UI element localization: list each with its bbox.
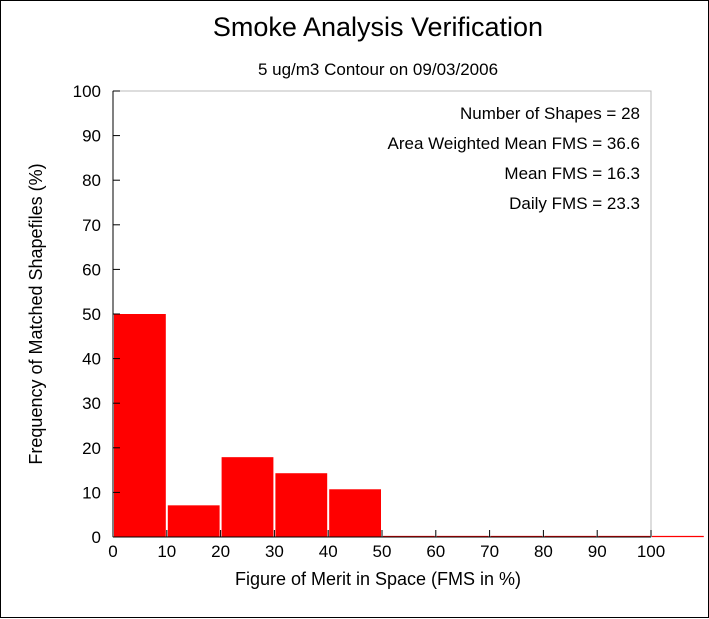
plot-area-border <box>112 90 652 538</box>
y-axis-ticks: 0 10 20 30 40 50 60 70 80 90 100 <box>73 82 120 547</box>
x-tick-label: 20 <box>211 542 230 561</box>
x-tick-label: 70 <box>480 542 499 561</box>
chart-subtitle: 5 ug/m3 Contour on 09/03/2006 <box>258 60 498 79</box>
y-tick-label: 50 <box>82 305 101 324</box>
y-tick-label: 100 <box>73 82 101 101</box>
histogram-bar <box>329 489 381 537</box>
x-tick-label: 40 <box>319 542 338 561</box>
histogram-bar <box>275 473 328 537</box>
histogram-bar <box>114 314 166 537</box>
y-tick-label: 70 <box>82 216 101 235</box>
stats-annotation-line: Daily FMS = 23.3 <box>509 194 640 213</box>
x-tick-label: 100 <box>637 542 665 561</box>
bars-layer <box>114 314 381 537</box>
y-tick-label: 90 <box>82 127 101 146</box>
stats-annotation-line: Mean FMS = 16.3 <box>504 164 640 183</box>
x-tick-label: 60 <box>426 542 445 561</box>
x-axis-ticks: 0 10 20 30 40 50 60 70 80 90 100 <box>108 530 665 561</box>
y-tick-label: 30 <box>82 394 101 413</box>
x-tick-label: 0 <box>108 542 117 561</box>
chart-title: Smoke Analysis Verification <box>213 12 543 42</box>
x-tick-label: 80 <box>534 542 553 561</box>
x-tick-label: 90 <box>588 542 607 561</box>
y-tick-label: 40 <box>82 350 101 369</box>
histogram-bar <box>167 505 220 537</box>
x-tick-label: 10 <box>157 542 176 561</box>
y-tick-label: 0 <box>92 528 101 547</box>
histogram-bar <box>221 457 274 537</box>
y-axis-title: Frequency of Matched Shapefiles (%) <box>26 163 46 464</box>
y-tick-label: 10 <box>82 483 101 502</box>
y-tick-label: 20 <box>82 439 101 458</box>
x-tick-label: 30 <box>265 542 284 561</box>
stats-annotations: Number of Shapes = 28 Area Weighted Mean … <box>388 104 640 213</box>
stats-annotation-line: Number of Shapes = 28 <box>460 104 640 123</box>
y-tick-label: 80 <box>82 171 101 190</box>
y-tick-label: 60 <box>82 260 101 279</box>
stats-annotation-line: Area Weighted Mean FMS = 36.6 <box>388 134 640 153</box>
x-axis-title: Figure of Merit in Space (FMS in %) <box>235 569 521 589</box>
x-tick-label: 50 <box>373 542 392 561</box>
